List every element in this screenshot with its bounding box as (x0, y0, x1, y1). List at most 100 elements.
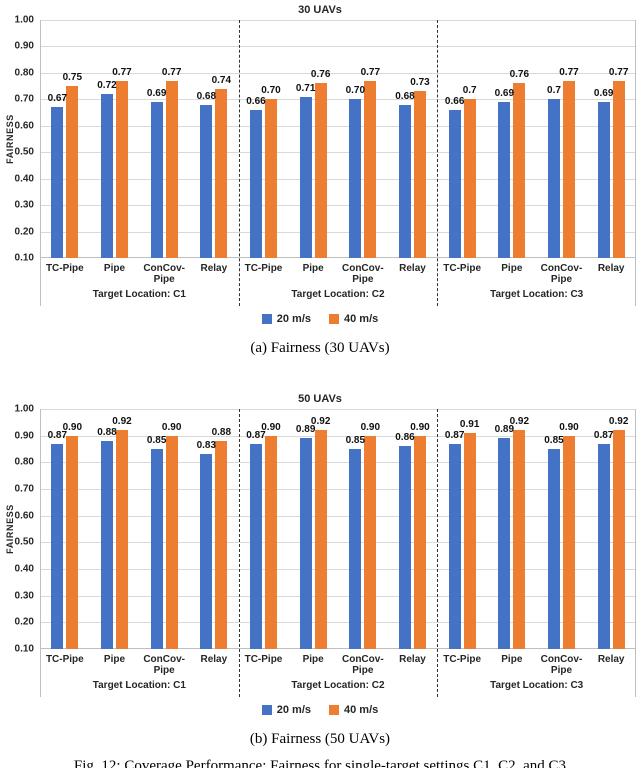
category-label: Pipe (501, 263, 523, 274)
legend-item-40ms: 40 m/s (329, 313, 378, 325)
y-tick-label: 0.90 (14, 40, 34, 52)
group-label: Target Location: C2 (291, 680, 385, 691)
bar-40ms: 0.77 (609, 20, 628, 258)
bar-40ms: 0.90 (361, 409, 380, 649)
group-separator (437, 20, 439, 306)
bar-cluster: 0.85 0.90 (139, 409, 189, 649)
bar-20ms: 0.70 (346, 20, 365, 258)
bar-fill (547, 449, 560, 649)
gridline (40, 595, 636, 597)
bar-cluster: 0.87 0.92 (586, 409, 636, 649)
y-tick-label: 1.00 (14, 403, 34, 415)
category-label: Relay (399, 263, 426, 274)
bar-fill (448, 109, 461, 258)
gridline (40, 257, 636, 258)
plot-right-border (635, 20, 636, 306)
legend-label: 40 m/s (344, 313, 379, 325)
bar-cluster: 0.69 0.77 (139, 20, 189, 258)
category-label: Pipe (302, 654, 324, 665)
bar-fill (513, 83, 526, 258)
bar-value-label: 0.72 (97, 80, 117, 92)
bar-value-label: 0.83 (196, 440, 217, 452)
bar-value-label: 0.90 (410, 421, 430, 433)
bar-value-label: 0.92 (509, 416, 530, 428)
bar-20ms: 0.7 (547, 20, 561, 258)
legend-swatch-icon (329, 314, 339, 324)
category-label: TC-Pipe (244, 263, 283, 274)
group-label: Target Location: C1 (92, 680, 186, 691)
bar-value-label: 0.77 (608, 66, 629, 78)
bar-fill (398, 446, 411, 649)
gridline (40, 152, 636, 154)
gridline (40, 542, 636, 544)
bar-cluster: 0.68 0.74 (189, 20, 239, 258)
bar-20ms: 0.68 (395, 20, 415, 258)
bar-value-label: 0.87 (47, 429, 68, 441)
group-label: Target Location: C1 (92, 289, 186, 300)
y-tick-label: 0.60 (14, 510, 34, 522)
category-label: TC-Pipe (45, 263, 84, 274)
bar-fill (562, 435, 575, 649)
bar-40ms: 0.92 (510, 409, 529, 649)
bar-20ms: 0.87 (594, 409, 613, 649)
bar-fill (115, 80, 128, 258)
bar-20ms: 0.85 (147, 409, 166, 649)
bar-40ms: 0.88 (212, 409, 231, 649)
gridline (40, 20, 636, 21)
bar-value-label: 0.75 (62, 72, 83, 84)
bar-value-label: 0.73 (410, 77, 430, 89)
bar-value-label: 0.68 (196, 90, 217, 102)
bar-value-label: 0.74 (211, 74, 232, 86)
bar-value-label: 0.69 (593, 87, 614, 99)
bar-value-label: 0.70 (345, 85, 366, 97)
bar-fill (215, 88, 228, 258)
bar-20ms: 0.83 (197, 409, 216, 649)
bar-value-label: 0.89 (494, 424, 515, 436)
bar-cluster: 0.66 0.70 (239, 20, 289, 258)
bar-fill (597, 443, 610, 649)
gridline (40, 205, 636, 207)
bar-fill (249, 109, 262, 258)
legend-swatch-icon (261, 314, 272, 324)
bar-fill (264, 435, 277, 649)
bar-value-label: 0.87 (593, 429, 614, 441)
bar-40ms: 0.76 (510, 20, 529, 258)
bar-cluster: 0.7 0.77 (537, 20, 587, 258)
y-tick-label: 0.70 (14, 483, 34, 495)
category-label: ConCov-Pipe (540, 654, 583, 676)
y-tick-label: 0.10 (14, 643, 34, 655)
bar-value-label: 0.70 (261, 85, 281, 97)
gridline (40, 178, 636, 180)
legend-label: 20 m/s (276, 704, 311, 716)
bar-value-label: 0.76 (310, 69, 331, 81)
group-label: Target Location: C3 (490, 289, 584, 300)
bar-cluster: 0.87 0.90 (239, 409, 289, 649)
category-label: Relay (597, 654, 625, 665)
y-tick-label: 0.80 (14, 456, 34, 468)
legend: 20 m/s 40 m/s (0, 701, 640, 719)
y-tick-label: 0.50 (14, 536, 34, 548)
bar-value-label: 0.77 (559, 66, 579, 78)
bar-20ms: 0.69 (495, 20, 514, 258)
bar-40ms: 0.92 (609, 409, 628, 649)
legend-swatch-icon (261, 705, 272, 715)
bar-fill (299, 96, 312, 258)
bar-cluster: 0.71 0.76 (288, 20, 338, 258)
bar-fill (364, 435, 377, 649)
bar-fill (299, 438, 312, 649)
bar-value-label: 0.89 (295, 424, 316, 436)
bar-40ms: 0.75 (63, 20, 82, 258)
bar-40ms: 0.90 (63, 409, 82, 649)
bar-fill (264, 99, 277, 258)
category-label: Pipe (103, 654, 126, 665)
y-tick-label: 0.60 (14, 120, 34, 132)
bar-value-label: 0.77 (360, 66, 381, 78)
bar-cluster: 0.69 0.77 (586, 20, 636, 258)
category-label: ConCov-Pipe (143, 263, 185, 285)
bar-40ms: 0.77 (361, 20, 380, 258)
plot-left-border (40, 20, 41, 306)
y-tick-label: 0.10 (14, 252, 34, 264)
bar-fill (215, 441, 228, 649)
bar-40ms: 0.90 (261, 409, 281, 649)
y-tick-label: 0.30 (14, 199, 34, 211)
